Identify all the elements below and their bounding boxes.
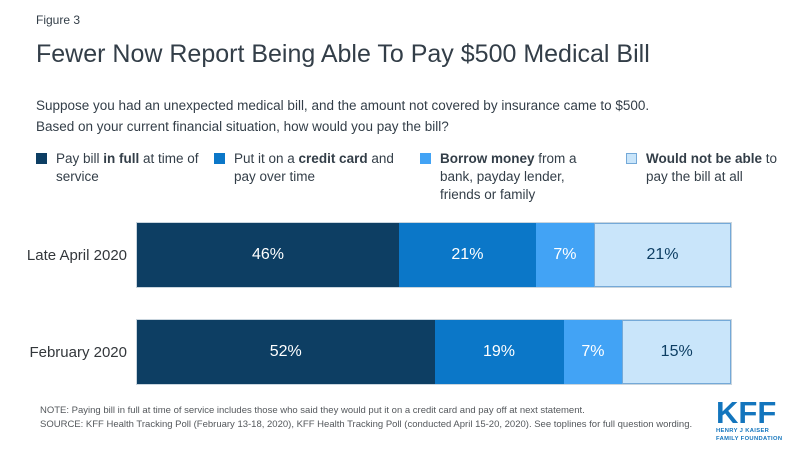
bar-segment-not-able: 15% (622, 320, 731, 384)
footnotes: NOTE: Paying bill in full at time of ser… (40, 404, 692, 433)
legend-label-pay-in-full: Pay bill in full at time of service (56, 151, 199, 184)
segment-value-label: 7% (581, 343, 605, 360)
bar-segment-credit-card: 21% (398, 223, 536, 287)
legend-swatch-not-able (626, 153, 637, 164)
segment-value-label: 46% (251, 246, 284, 263)
figure-label: Figure 3 (36, 13, 81, 27)
kff-logo: KFF HENRY J KAISER FAMILY FOUNDATION (716, 395, 782, 444)
bar-segment-borrow-money: 7% (563, 320, 623, 384)
legend-swatch-pay-in-full (36, 153, 47, 164)
legend-item-borrow-money: Borrow money from a bank, payday lender,… (420, 150, 626, 203)
question-subtitle: Suppose you had an unexpected medical bi… (36, 96, 649, 138)
legend-item-not-able: Would not be able to pay the bill at all (626, 150, 788, 203)
kff-logo-subtext: HENRY J KAISER FAMILY FOUNDATION (716, 428, 782, 443)
segment-value-label: 7% (553, 246, 577, 263)
segment-value-label: 19% (483, 343, 516, 360)
segment-value-label: 52% (269, 343, 302, 360)
kff-logo-subtext-line-2: FAMILY FOUNDATION (716, 435, 783, 442)
legend-label-borrow-money: Borrow money from a bank, payday lender,… (440, 151, 577, 202)
stacked-bar: 46% 21% 7% 21% (136, 222, 732, 288)
bar-segment-not-able: 21% (594, 223, 731, 287)
subtitle-line-2: Based on your current financial situatio… (36, 118, 449, 134)
legend-item-pay-in-full: Pay bill in full at time of service (36, 150, 214, 203)
stacked-bar: 52% 19% 7% 15% (136, 319, 732, 385)
segment-value-label: 21% (451, 246, 484, 263)
legend-item-credit-card: Put it on a credit card and pay over tim… (214, 150, 420, 203)
legend-label-not-able: Would not be able to pay the bill at all (646, 151, 778, 184)
legend-swatch-borrow-money (420, 153, 431, 164)
legend-swatch-credit-card (214, 153, 225, 164)
bar-segment-pay-in-full: 46% (137, 223, 399, 287)
note-line: NOTE: Paying bill in full at time of ser… (40, 405, 585, 416)
bar-segment-borrow-money: 7% (535, 223, 595, 287)
source-line: SOURCE: KFF Health Tracking Poll (Februa… (40, 419, 693, 431)
bar-segment-pay-in-full: 52% (137, 320, 435, 384)
page-title: Fewer Now Report Being Able To Pay $500 … (36, 40, 650, 68)
legend-label-credit-card: Put it on a credit card and pay over tim… (234, 151, 394, 184)
chart-legend: Pay bill in full at time of service Put i… (36, 150, 788, 203)
bar-segment-credit-card: 19% (434, 320, 564, 384)
chart-row-1: Late April 2020 46% 21% 7% 21% (0, 222, 732, 288)
stacked-bar-chart: Late April 2020 46% 21% 7% 21% February 2020 5… (0, 222, 732, 385)
segment-value-label: 21% (646, 246, 679, 263)
chart-row-2: February 2020 52% 19% 7% 15% (0, 319, 732, 385)
category-label: February 2020 (29, 343, 127, 361)
category-label: Late April 2020 (26, 246, 127, 264)
kff-logo-text: KFF (716, 395, 777, 430)
kff-logo-subtext-line-1: HENRY J KAISER (716, 428, 770, 435)
segment-value-label: 15% (660, 343, 693, 360)
subtitle-line-1: Suppose you had an unexpected medical bi… (36, 98, 650, 113)
